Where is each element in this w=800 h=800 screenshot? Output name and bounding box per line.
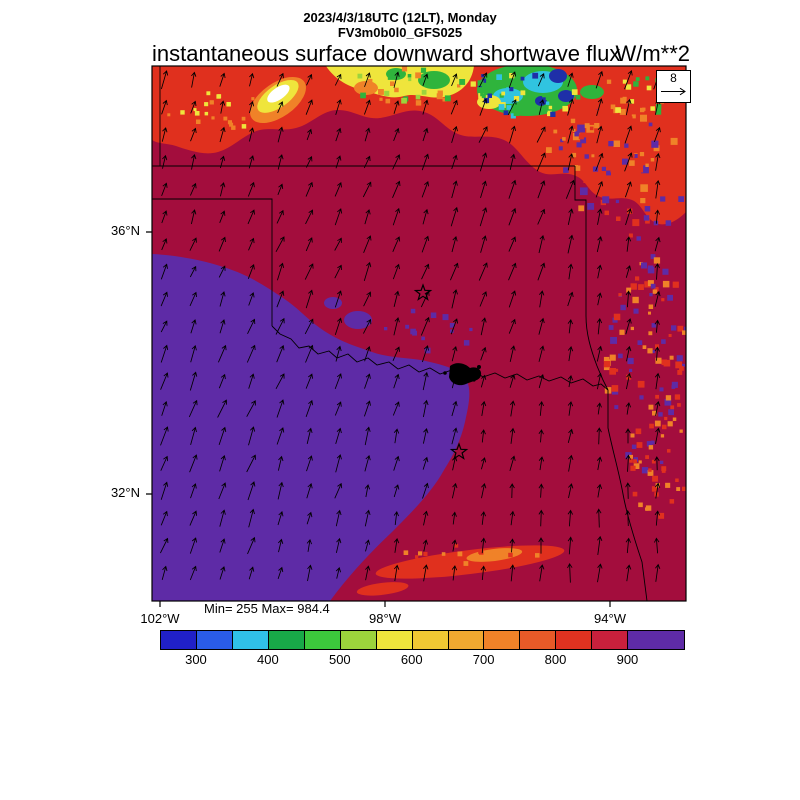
lon-tick-label: 94°W — [594, 611, 626, 626]
valid-time: 2023/4/3/18UTC (12LT), Monday — [303, 10, 497, 25]
colorbar-tick-label: 700 — [472, 652, 495, 667]
lat-tick-label: 32°N — [110, 485, 140, 500]
colorbar-cell — [232, 631, 269, 649]
colorbar-cell — [161, 631, 197, 649]
colorbar-cell — [628, 631, 685, 649]
colorbar-cell — [592, 631, 629, 649]
colorbar — [160, 630, 685, 650]
colorbar-labels: 300 400 500 600 700 800 900 — [160, 652, 685, 668]
lat-tick-label: 36°N — [110, 223, 140, 238]
state-borders — [152, 66, 648, 601]
city-star-markers — [413, 283, 469, 460]
colorbar-cell — [484, 631, 521, 649]
colorbar-cell — [268, 631, 305, 649]
lon-tick-label: 102°W — [140, 611, 180, 626]
colorbar-cell — [412, 631, 449, 649]
colorbar-tick-label: 900 — [616, 652, 639, 667]
reference-vector-box: 8 — [656, 70, 691, 103]
colorbar-tick-label: 600 — [400, 652, 423, 667]
colorbar-tick-label: 400 — [257, 652, 279, 667]
minmax-stats: Min= 255 Max= 984.4 — [204, 601, 330, 616]
plot-title: instantaneous surface downward shortwave… — [152, 41, 621, 66]
lon-tick-label: 98°W — [369, 611, 401, 626]
colorbar-cell — [448, 631, 485, 649]
colorbar-tick-label: 800 — [544, 652, 567, 667]
colorbar-cell — [304, 631, 341, 649]
wind-arrows — [160, 69, 662, 583]
colorbar-cell — [376, 631, 413, 649]
colorbar-cell — [340, 631, 377, 649]
reference-vector-value: 8 — [670, 71, 677, 85]
colorbar-tick-label: 300 — [185, 652, 207, 667]
colorbar-tick-label: 500 — [328, 652, 351, 667]
axis-ticks — [146, 231, 611, 607]
star-marker-icon — [413, 283, 433, 301]
field-layer — [152, 66, 686, 601]
map-frame — [151, 65, 687, 602]
reference-vector-arrow-icon — [661, 87, 686, 96]
model-name: FV3m0b0l0_GFS025 — [337, 25, 463, 40]
colorbar-cell — [196, 631, 233, 649]
units-label: W/m**2 — [615, 41, 690, 66]
star-marker-icon — [449, 442, 469, 460]
colorbar-cell — [556, 631, 593, 649]
colorbar-cell — [520, 631, 557, 649]
